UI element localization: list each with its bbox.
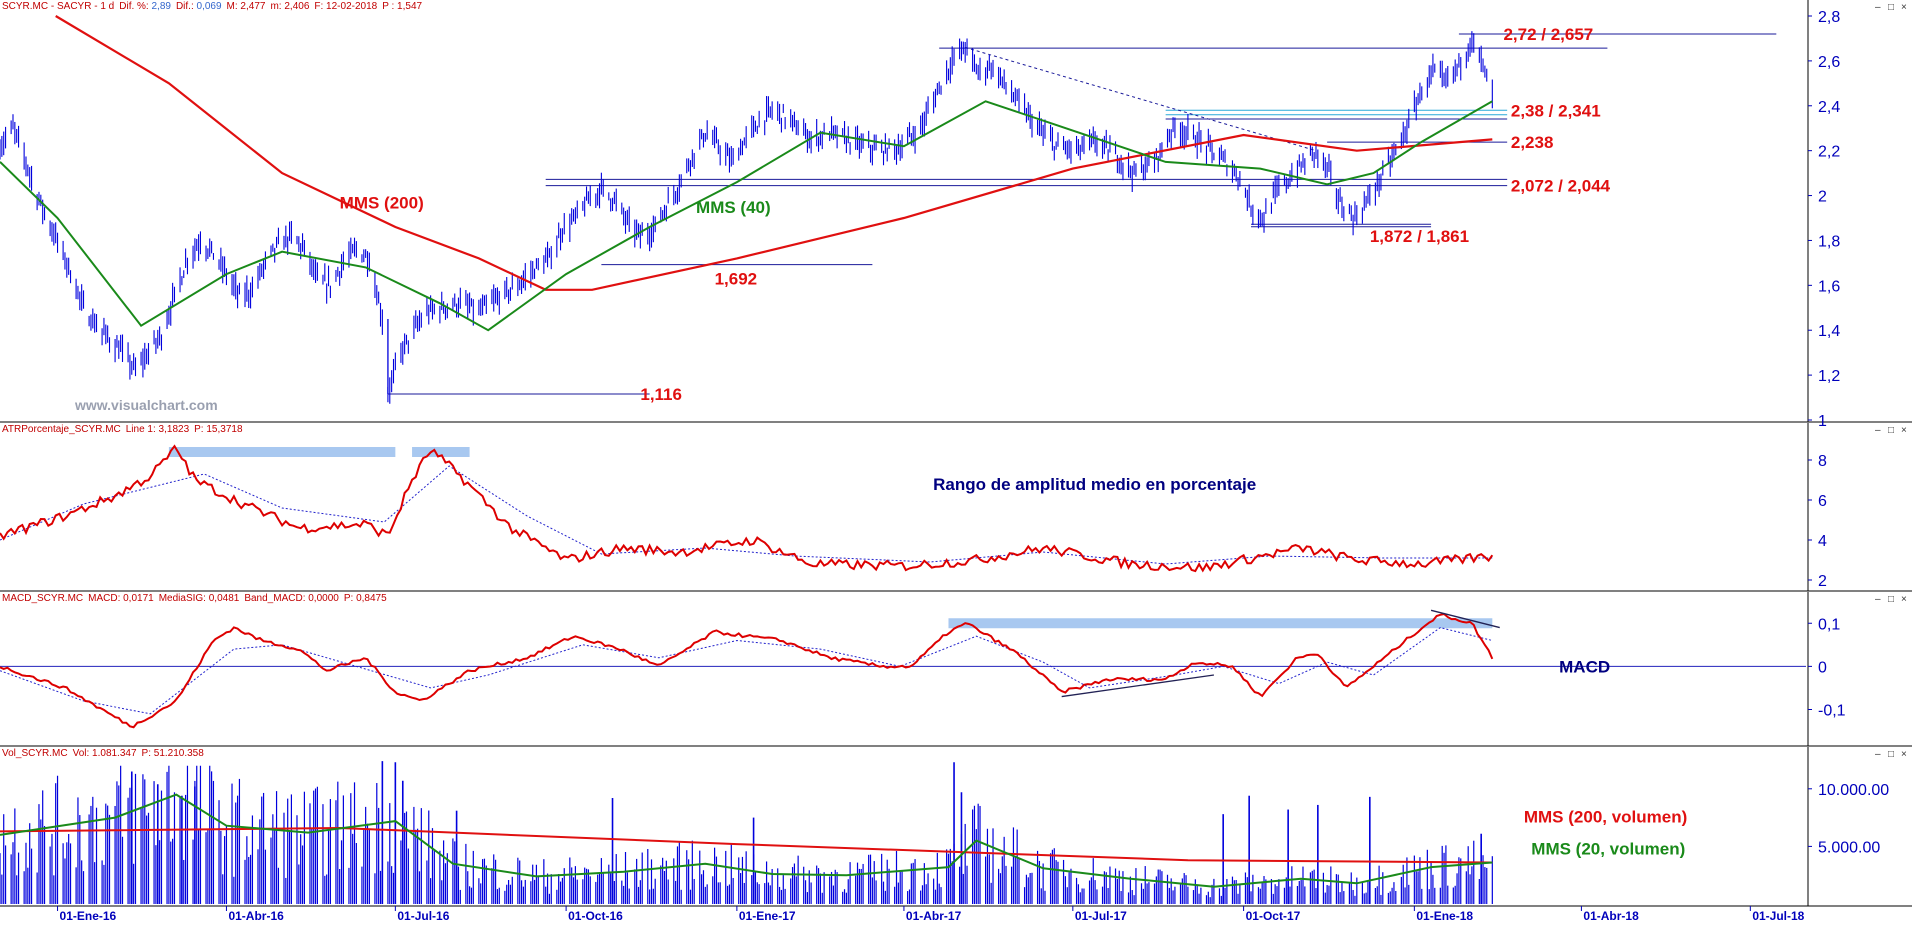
level-label: 1,872 / 1,861 (1370, 227, 1469, 246)
y-tick-label-price: 1 (1818, 413, 1827, 430)
level-label: 2,72 / 2,657 (1503, 25, 1593, 44)
minimize-icon[interactable]: – (1875, 2, 1881, 13)
y-tick-label-atr: 2 (1818, 573, 1827, 590)
header-field: Vol: 1.081.347 (73, 748, 137, 759)
volume-annotation: MMS (200, volumen) (1524, 807, 1687, 826)
macd-divergence-line (1430, 609, 1500, 629)
mms40-line (0, 100, 1493, 332)
header-field: Vol_SCYR.MC (2, 748, 68, 759)
level-label: 2,38 / 2,341 (1511, 101, 1601, 120)
level-label: 2,238 (1511, 133, 1554, 152)
header-field: F: 12-02-2018 (314, 1, 377, 12)
y-tick-label-price: 1,4 (1818, 323, 1840, 340)
atr-main-line (0, 444, 1494, 573)
header-field: P: 51.210.358 (142, 748, 205, 759)
macd-annotation: MACD (1559, 657, 1610, 676)
y-tick-label-price: 2,6 (1818, 54, 1840, 71)
panel-header-volume: Vol_SCYR.MC Vol: 1.081.347 P: 51.210.358 (2, 748, 204, 759)
close-icon[interactable]: × (1901, 749, 1907, 760)
x-tick-label: 01-Jul-18 (1752, 909, 1804, 922)
panel-header-price: SCYR.MC - SACYR - 1 d Dif. %: 2,89 Dif.: 0… (2, 1, 423, 12)
volume-bars-group (0, 765, 1493, 904)
ma-annotation: MMS (200) (340, 193, 424, 212)
macd-main-line (0, 612, 1494, 729)
atr-highlight-band (412, 447, 470, 457)
y-tick-label-macd: 0,1 (1818, 616, 1840, 633)
maximize-icon[interactable]: □ (1888, 2, 1894, 13)
panel-header-macd: MACD_SCYR.MC MACD: 0,0171 MediaSIG: 0,0481… (2, 593, 387, 604)
header-field: P : 1,547 (382, 1, 422, 12)
x-tick-label: 01-Oct-16 (568, 909, 623, 922)
header-field: P: 0,8475 (344, 593, 387, 604)
x-tick-label: 01-Abr-17 (906, 909, 962, 922)
level-label: 1,692 (715, 270, 758, 289)
close-icon[interactable]: × (1901, 425, 1907, 436)
minimize-icon[interactable]: – (1875, 749, 1881, 760)
volume-mms20-line (0, 793, 1493, 888)
y-tick-label-price: 1,8 (1818, 233, 1840, 250)
y-tick-label-price: 2,8 (1818, 9, 1840, 26)
header-field: M: 2,477 (227, 1, 266, 12)
header-field: MediaSIG: 0,0481 (159, 593, 240, 604)
close-icon[interactable]: × (1901, 594, 1907, 605)
dotted-trendline (965, 46, 1317, 152)
x-tick-label: 01-Ene-17 (739, 909, 796, 922)
y-tick-label-macd: 0 (1818, 659, 1827, 676)
y-tick-label-volume: 10.000.00 (1818, 782, 1889, 799)
watermark: www.visualchart.com (74, 397, 218, 413)
macd-signal-line (0, 627, 1493, 715)
header-field: 0,069 (197, 1, 222, 12)
header-field: 2,89 (151, 1, 171, 12)
level-label: 2,072 / 2,044 (1511, 177, 1611, 196)
atr-annotation: Rango de amplitud medio en porcentaje (933, 475, 1256, 494)
y-tick-label-atr: 6 (1818, 493, 1827, 510)
header-field: Dif.: (176, 1, 197, 12)
y-tick-label-atr: 4 (1818, 533, 1827, 550)
header-field: ATRPorcentaje_SCYR.MC (2, 424, 121, 435)
y-tick-label-price: 2,2 (1818, 144, 1840, 161)
level-label: 1,116 (640, 385, 682, 404)
macd-highlight-band (948, 618, 1493, 629)
header-field: Band_MACD: 0,0000 (244, 593, 339, 604)
ma-annotation: MMS (40) (696, 198, 771, 217)
atr-highlight-band (168, 447, 396, 457)
y-tick-label-volume: 5.000.00 (1818, 839, 1880, 856)
x-tick-label: 01-Abr-18 (1583, 909, 1639, 922)
header-field: Line 1: 3,1823 (126, 424, 190, 435)
minimize-icon[interactable]: – (1875, 594, 1881, 605)
y-tick-label-price: 1,2 (1818, 368, 1840, 385)
y-tick-label-atr: 8 (1818, 453, 1827, 470)
y-tick-label-price: 2,4 (1818, 99, 1840, 116)
maximize-icon[interactable]: □ (1888, 425, 1894, 436)
x-tick-label: 01-Ene-18 (1416, 909, 1473, 922)
y-tick-label-price: 2 (1818, 189, 1827, 206)
y-tick-label-macd: -0,1 (1818, 703, 1846, 720)
header-field: MACD_SCYR.MC (2, 593, 83, 604)
panel-header-atr: ATRPorcentaje_SCYR.MC Line 1: 3,1823 P: 15… (2, 424, 243, 435)
x-tick-label: 01-Jul-17 (1075, 909, 1127, 922)
y-tick-label-price: 1,6 (1818, 278, 1840, 295)
close-icon[interactable]: × (1901, 2, 1907, 13)
header-field: MACD: 0,0171 (88, 593, 154, 604)
header-field: m: 2,406 (270, 1, 309, 12)
minimize-icon[interactable]: – (1875, 425, 1881, 436)
macd-divergence-line (1061, 674, 1214, 698)
header-field: P: 15,3718 (194, 424, 243, 435)
maximize-icon[interactable]: □ (1888, 594, 1894, 605)
volume-annotation: MMS (20, volumen) (1531, 840, 1685, 859)
x-tick-label: 01-Abr-16 (228, 909, 284, 922)
mms200-line (55, 15, 1493, 291)
header-field: Dif. %: (119, 1, 151, 12)
volume-mms200-line (0, 826, 1493, 864)
header-field: SCYR.MC - SACYR - 1 d (2, 1, 114, 12)
x-tick-label: 01-Oct-17 (1246, 909, 1301, 922)
x-tick-label: 01-Ene-16 (60, 909, 117, 922)
x-tick-label: 01-Jul-16 (397, 909, 449, 922)
price-bars-group (0, 31, 1493, 404)
maximize-icon[interactable]: □ (1888, 749, 1894, 760)
